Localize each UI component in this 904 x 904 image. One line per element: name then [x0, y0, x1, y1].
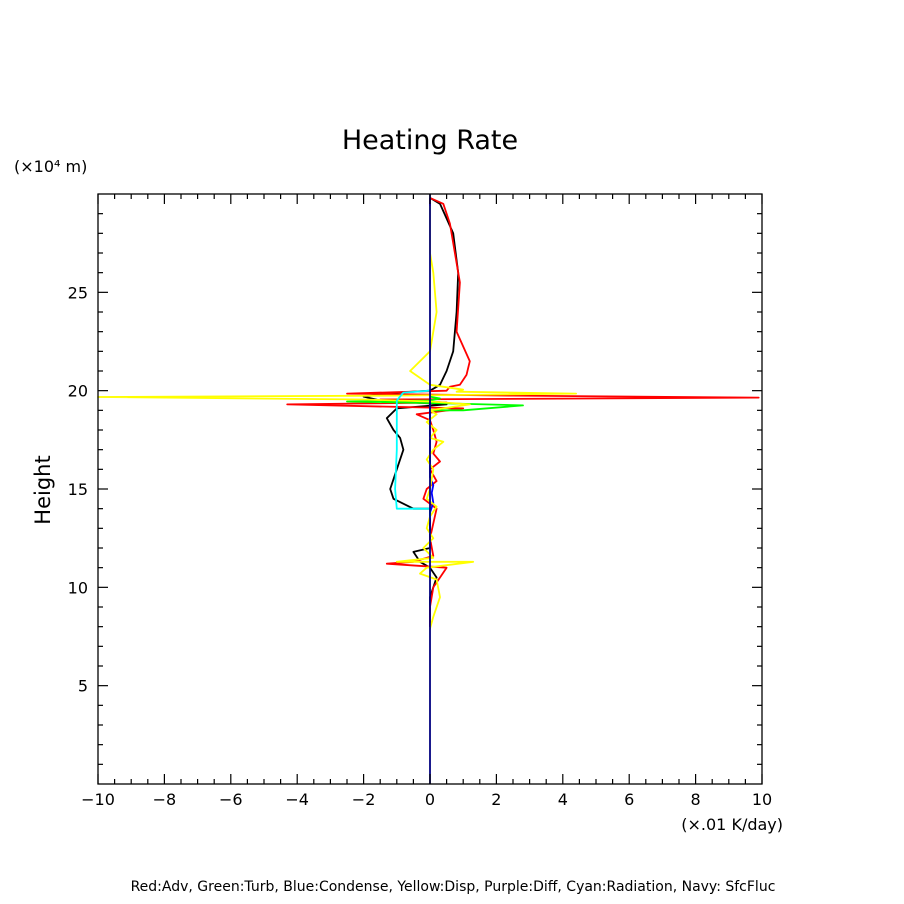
y-tick-label: 20 [68, 382, 88, 401]
x-tick-label: −10 [81, 790, 115, 809]
series-line-6 [394, 389, 431, 519]
x-tick-label: 8 [691, 790, 701, 809]
y-axis-label: Height [31, 455, 55, 524]
y-tick-label: 5 [78, 677, 88, 696]
x-tick-label: −2 [352, 790, 376, 809]
y-tick-label: 25 [68, 283, 88, 302]
x-tick-label: −4 [285, 790, 309, 809]
y-tick-label: 15 [68, 480, 88, 499]
x-tick-label: 6 [624, 790, 634, 809]
x-tick-label: −6 [219, 790, 243, 809]
y-tick-label: 10 [68, 578, 88, 597]
series-legend-text: Red:Adv, Green:Turb, Blue:Condense, Yell… [131, 879, 776, 895]
x-tick-label: 10 [752, 790, 772, 809]
plot-area-frame [97, 193, 763, 785]
x-tick-label: 2 [491, 790, 501, 809]
x-tick-label: 4 [558, 790, 568, 809]
series-line-1 [286, 197, 760, 627]
x-tick-label: −8 [153, 790, 177, 809]
y-axis-unit-label: (×10⁴ m) [14, 157, 87, 176]
series-layer [97, 194, 760, 784]
series-line-4 [97, 203, 577, 629]
chart-title: Heating Rate [342, 125, 518, 156]
x-tick-label: 0 [425, 790, 435, 809]
axis-ticks: −10 −8 −6 −4 −2 0 2 4 6 8 10 5 10 15 20 25 [68, 194, 772, 809]
x-axis-unit-label: (×.01 K/day) [681, 815, 783, 834]
